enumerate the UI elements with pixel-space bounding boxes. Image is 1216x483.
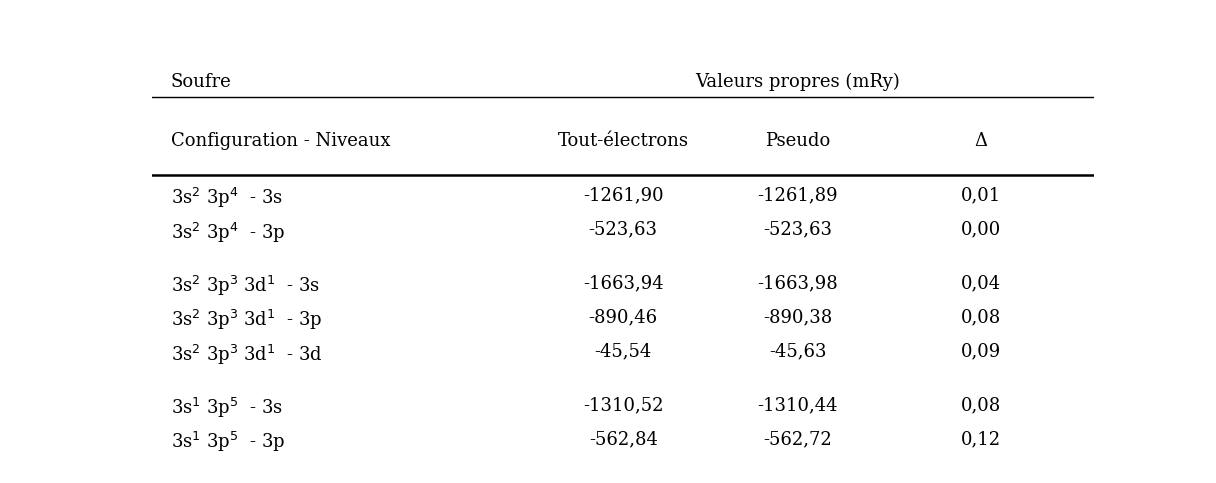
Text: 0,04: 0,04 — [962, 274, 1001, 292]
Text: 0,09: 0,09 — [961, 342, 1002, 360]
Text: Valeurs propres (mRy): Valeurs propres (mRy) — [696, 73, 900, 91]
Text: 0,08: 0,08 — [961, 396, 1002, 414]
Text: -562,84: -562,84 — [589, 430, 658, 448]
Text: 0,00: 0,00 — [961, 220, 1002, 239]
Text: Tout-électrons: Tout-électrons — [558, 132, 688, 150]
Text: -523,63: -523,63 — [764, 220, 832, 239]
Text: -1663,94: -1663,94 — [582, 274, 664, 292]
Text: 3s$^1$ 3p$^5$  - 3p: 3s$^1$ 3p$^5$ - 3p — [170, 430, 285, 455]
Text: -890,38: -890,38 — [762, 308, 832, 326]
Text: -523,63: -523,63 — [589, 220, 658, 239]
Text: 0,01: 0,01 — [961, 186, 1002, 204]
Text: 3s$^2$ 3p$^4$  - 3s: 3s$^2$ 3p$^4$ - 3s — [170, 186, 282, 211]
Text: Δ: Δ — [975, 132, 987, 150]
Text: -890,46: -890,46 — [589, 308, 658, 326]
Text: -1663,98: -1663,98 — [758, 274, 838, 292]
Text: -562,72: -562,72 — [764, 430, 832, 448]
Text: Pseudo: Pseudo — [765, 132, 831, 150]
Text: -1310,44: -1310,44 — [758, 396, 838, 414]
Text: 3s$^2$ 3p$^4$  - 3p: 3s$^2$ 3p$^4$ - 3p — [170, 220, 285, 244]
Text: 3s$^2$ 3p$^3$ 3d$^1$  - 3s: 3s$^2$ 3p$^3$ 3d$^1$ - 3s — [170, 274, 320, 298]
Text: 0,12: 0,12 — [962, 430, 1001, 448]
Text: 0,08: 0,08 — [961, 308, 1002, 326]
Text: -1261,90: -1261,90 — [582, 186, 664, 204]
Text: 3s$^1$ 3p$^5$  - 3s: 3s$^1$ 3p$^5$ - 3s — [170, 396, 282, 420]
Text: -45,54: -45,54 — [595, 342, 652, 360]
Text: Configuration - Niveaux: Configuration - Niveaux — [170, 132, 390, 150]
Text: -45,63: -45,63 — [769, 342, 827, 360]
Text: -1261,89: -1261,89 — [758, 186, 838, 204]
Text: 3s$^2$ 3p$^3$ 3d$^1$  - 3p: 3s$^2$ 3p$^3$ 3d$^1$ - 3p — [170, 308, 322, 332]
Text: Soufre: Soufre — [170, 73, 231, 91]
Text: -1310,52: -1310,52 — [582, 396, 664, 414]
Text: 3s$^2$ 3p$^3$ 3d$^1$  - 3d: 3s$^2$ 3p$^3$ 3d$^1$ - 3d — [170, 342, 322, 367]
